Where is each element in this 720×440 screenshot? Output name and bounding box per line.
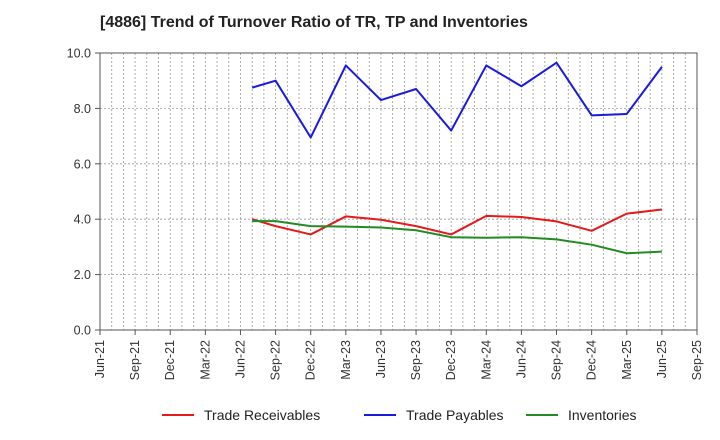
x-tick-label: Mar-22 (198, 340, 212, 380)
legend-label: Trade Receivables (204, 407, 321, 423)
x-tick-label: Jun-24 (514, 340, 528, 378)
y-tick-label: 4.0 (74, 213, 91, 227)
legend-item: Trade Payables (364, 404, 504, 426)
y-tick-label: 2.0 (74, 268, 91, 282)
y-tick-label: 0.0 (74, 324, 91, 338)
legend-swatch (526, 414, 558, 416)
x-tick-label: Sep-24 (550, 340, 564, 380)
x-tick-label: Dec-21 (163, 340, 177, 380)
plot-frame (99, 52, 698, 331)
y-tick-label: 10.0 (67, 47, 91, 61)
x-tick-label: Mar-25 (620, 340, 634, 380)
series-line-inventories (252, 220, 662, 255)
x-tick-label: Jun-23 (374, 340, 388, 378)
legend-label: Trade Payables (406, 407, 504, 423)
x-tick-label: Dec-23 (444, 340, 458, 380)
x-tick-label: Sep-23 (409, 340, 423, 380)
y-tick-label: 6.0 (74, 157, 91, 171)
legend-item: Trade Receivables (162, 404, 320, 426)
x-tick-label: Sep-22 (269, 340, 283, 380)
legend-swatch (162, 414, 194, 416)
legend: Trade Receivables Trade Payables Inventori… (0, 404, 720, 426)
legend-item: Inventories (526, 404, 636, 426)
x-tick-label: Dec-24 (585, 340, 599, 380)
series-line-trade-receivables (251, 208, 662, 236)
x-tick-label: Dec-22 (304, 340, 318, 380)
x-tick-label: Sep-21 (128, 340, 142, 380)
x-tick-label: Mar-23 (339, 340, 353, 380)
y-tick-label: 8.0 (74, 102, 91, 116)
chart-title: [4886] Trend of Turnover Ratio of TR, TP… (100, 14, 528, 31)
x-tick-label: Mar-24 (479, 340, 493, 380)
legend-swatch (364, 414, 396, 416)
legend-label: Inventories (568, 407, 637, 423)
series-line-trade-payables (251, 61, 663, 139)
x-tick-label: Jun-25 (655, 340, 669, 378)
x-tick-label: Sep-25 (690, 340, 704, 380)
x-tick-label: Jun-22 (233, 340, 247, 378)
x-tick-label: Jun-21 (93, 340, 107, 378)
